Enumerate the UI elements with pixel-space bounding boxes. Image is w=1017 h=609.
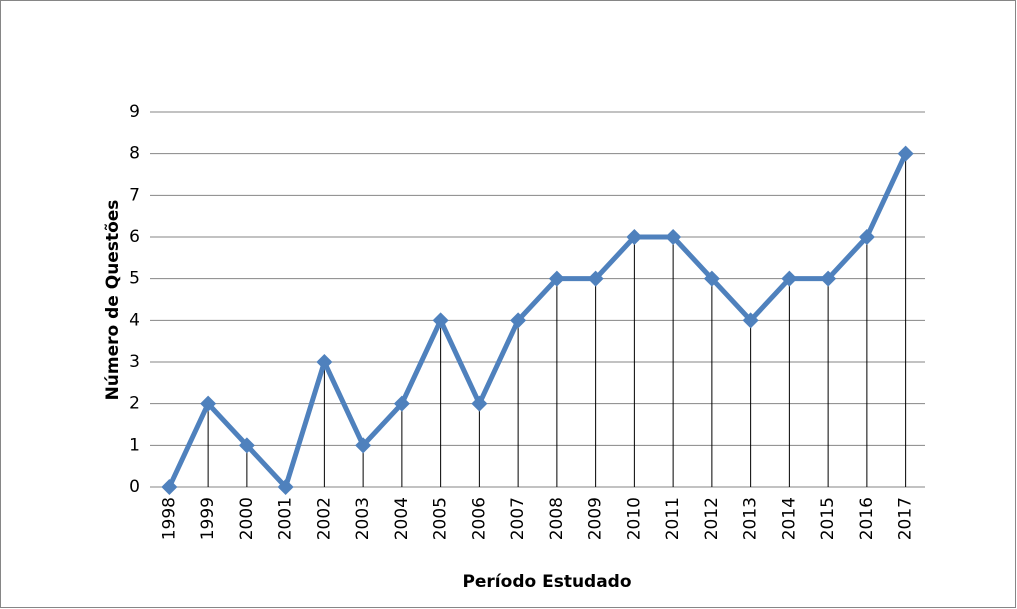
series-line: [167, 152, 908, 490]
x-axis-label: Período Estudado: [462, 572, 631, 592]
x-tick-label: 2009: [586, 497, 606, 540]
y-tick-label: 8: [129, 144, 140, 164]
y-tick-label: 7: [129, 185, 140, 205]
marker: [858, 229, 875, 245]
marker: [897, 145, 914, 162]
y-tick-label: 3: [129, 352, 140, 372]
x-tick-label: 2013: [741, 497, 761, 540]
marker: [432, 312, 449, 329]
marker: [703, 270, 720, 287]
x-tick-label: 2002: [314, 497, 334, 540]
x-tick-label: 2014: [779, 497, 799, 540]
marker: [200, 395, 217, 412]
marker: [665, 229, 682, 245]
marker: [626, 229, 643, 245]
x-tick-label: 2006: [469, 497, 489, 540]
marker: [161, 479, 178, 495]
y-tick-label: 4: [129, 310, 140, 330]
marker: [277, 479, 294, 495]
x-tick-label: 2016: [857, 497, 877, 540]
marker: [742, 312, 759, 329]
x-tick-label: 2000: [237, 497, 257, 540]
x-tick-label: 2010: [624, 497, 644, 540]
x-tick-label: 2017: [896, 497, 916, 540]
marker: [355, 437, 372, 454]
marker: [781, 270, 798, 287]
y-axis-label: Número de Questões: [103, 200, 123, 401]
y-tick-label: 2: [129, 394, 140, 414]
marker: [316, 354, 333, 370]
y-tick-label: 0: [129, 477, 140, 497]
marker: [820, 270, 837, 287]
x-tick-label: 2008: [547, 497, 567, 540]
y-tick-label: 6: [129, 227, 140, 247]
x-tick-label: 2011: [663, 497, 683, 540]
y-tick-label: 9: [129, 102, 140, 122]
y-tick-label: 5: [129, 269, 140, 289]
x-tick-label: 2003: [353, 497, 373, 540]
x-tick-label: 2012: [702, 497, 722, 540]
marker: [587, 270, 604, 287]
marker: [471, 395, 488, 412]
x-tick-label: 1999: [198, 497, 218, 540]
x-tick-label: 2004: [392, 497, 412, 540]
marker: [548, 270, 565, 287]
x-tick-label: 1998: [159, 497, 179, 540]
marker: [393, 395, 410, 412]
x-tick-label: 2015: [818, 497, 838, 540]
x-tick-label: 2007: [508, 497, 528, 540]
marker: [238, 437, 255, 454]
y-tick-label: 1: [129, 435, 140, 455]
marker: [510, 312, 527, 329]
x-tick-label: 2001: [276, 497, 296, 540]
x-tick-label: 2005: [431, 497, 451, 540]
